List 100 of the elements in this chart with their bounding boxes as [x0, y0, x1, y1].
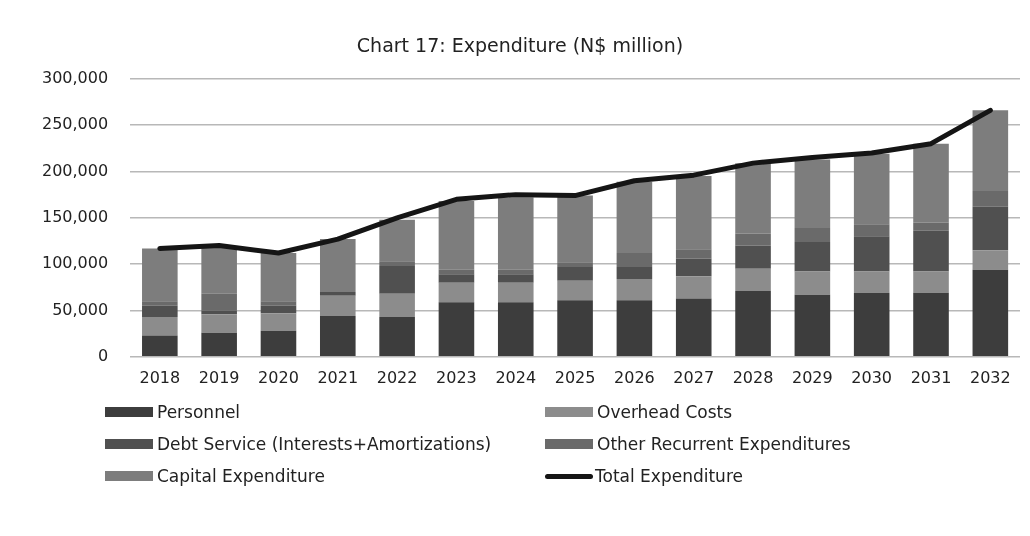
bar — [142, 248, 178, 302]
legend-label: Debt Service (Interests+Amortizations) — [157, 434, 492, 454]
bar — [735, 291, 771, 357]
bar — [379, 261, 415, 266]
y-tick-label: 0 — [97, 345, 109, 365]
chart-title: Chart 17: Expenditure (N$ million) — [356, 34, 684, 57]
x-tick-label: 2029 — [792, 367, 833, 387]
bar — [853, 271, 890, 293]
bar — [675, 258, 712, 277]
bar — [853, 236, 890, 272]
bar — [675, 176, 712, 250]
bar — [735, 268, 771, 292]
legend-label: Other Recurrent Expenditures — [597, 434, 851, 454]
bar — [201, 310, 237, 315]
bar — [497, 282, 534, 303]
bar — [913, 230, 949, 272]
bar — [913, 143, 949, 223]
bar — [497, 302, 534, 357]
bar — [972, 250, 1009, 270]
bar — [557, 300, 593, 357]
bar — [438, 274, 475, 283]
bar — [913, 271, 949, 293]
bar — [557, 195, 593, 263]
legend-label: Capital Expenditure — [157, 466, 325, 486]
bar — [853, 224, 890, 237]
bar — [675, 298, 712, 357]
bar — [320, 239, 356, 292]
x-tick-label: 2027 — [673, 367, 715, 387]
bar — [557, 266, 593, 281]
x-tick-label: 2030 — [851, 367, 893, 387]
bar — [557, 280, 593, 301]
bar — [260, 301, 297, 306]
x-tick-label: 2031 — [910, 367, 952, 387]
x-tick-label: 2025 — [554, 367, 596, 387]
bar — [379, 219, 415, 262]
bar — [142, 301, 178, 306]
y-tick-label: 50,000 — [52, 299, 109, 319]
bar — [260, 305, 297, 314]
legend-label: Personnel — [157, 402, 241, 422]
bar — [438, 282, 475, 303]
x-tick-label: 2024 — [495, 367, 537, 387]
bar — [675, 276, 712, 299]
legend-label: Total Expenditure — [595, 466, 743, 486]
bar — [913, 222, 949, 231]
bar — [794, 271, 831, 295]
bar — [616, 278, 653, 301]
bar — [972, 206, 1009, 251]
bar — [320, 295, 356, 317]
bar — [379, 265, 415, 294]
bar — [853, 153, 890, 225]
x-tick-label: 2020 — [258, 367, 299, 387]
bar — [675, 249, 712, 259]
bar — [853, 292, 890, 357]
bar — [794, 227, 831, 242]
x-tick-label: 2028 — [732, 367, 774, 387]
bar — [972, 110, 1009, 191]
bar — [379, 316, 415, 357]
bar — [794, 241, 831, 272]
bar — [438, 201, 475, 270]
bar — [557, 262, 593, 267]
x-tick-label: 2032 — [969, 367, 1011, 387]
x-tick-label: 2018 — [139, 367, 181, 387]
bar — [735, 233, 771, 246]
bar — [260, 253, 297, 302]
bar — [497, 197, 534, 270]
bar — [260, 313, 297, 331]
bar — [320, 291, 356, 296]
x-tick-label: 2021 — [317, 367, 359, 387]
y-tick-label: 150,000 — [41, 206, 109, 226]
x-tick-label: 2026 — [614, 367, 655, 387]
bar — [438, 302, 475, 357]
bar — [201, 293, 237, 311]
bar — [735, 245, 771, 269]
y-tick-label: 300,000 — [41, 67, 109, 87]
bar — [379, 293, 415, 317]
bar — [142, 305, 178, 317]
bar — [201, 247, 237, 294]
bar — [142, 335, 178, 357]
y-tick-label: 100,000 — [41, 253, 109, 273]
bar — [616, 266, 653, 279]
bar — [201, 314, 237, 333]
bar — [260, 330, 297, 357]
bar — [616, 300, 653, 357]
bar — [201, 332, 237, 357]
bar — [794, 294, 831, 357]
bar — [794, 159, 831, 228]
y-tick-label: 200,000 — [41, 160, 109, 180]
x-tick-label: 2023 — [436, 367, 477, 387]
x-tick-label: 2019 — [198, 367, 240, 387]
bar — [735, 163, 771, 234]
bar — [320, 316, 356, 357]
bar — [497, 274, 534, 283]
bar — [913, 292, 949, 357]
legend-label: Overhead Costs — [597, 402, 733, 422]
y-tick-label: 250,000 — [41, 114, 109, 134]
bar — [972, 190, 1009, 207]
bar — [142, 316, 178, 336]
bar — [616, 253, 653, 267]
bar — [616, 181, 653, 254]
bar — [972, 269, 1009, 357]
